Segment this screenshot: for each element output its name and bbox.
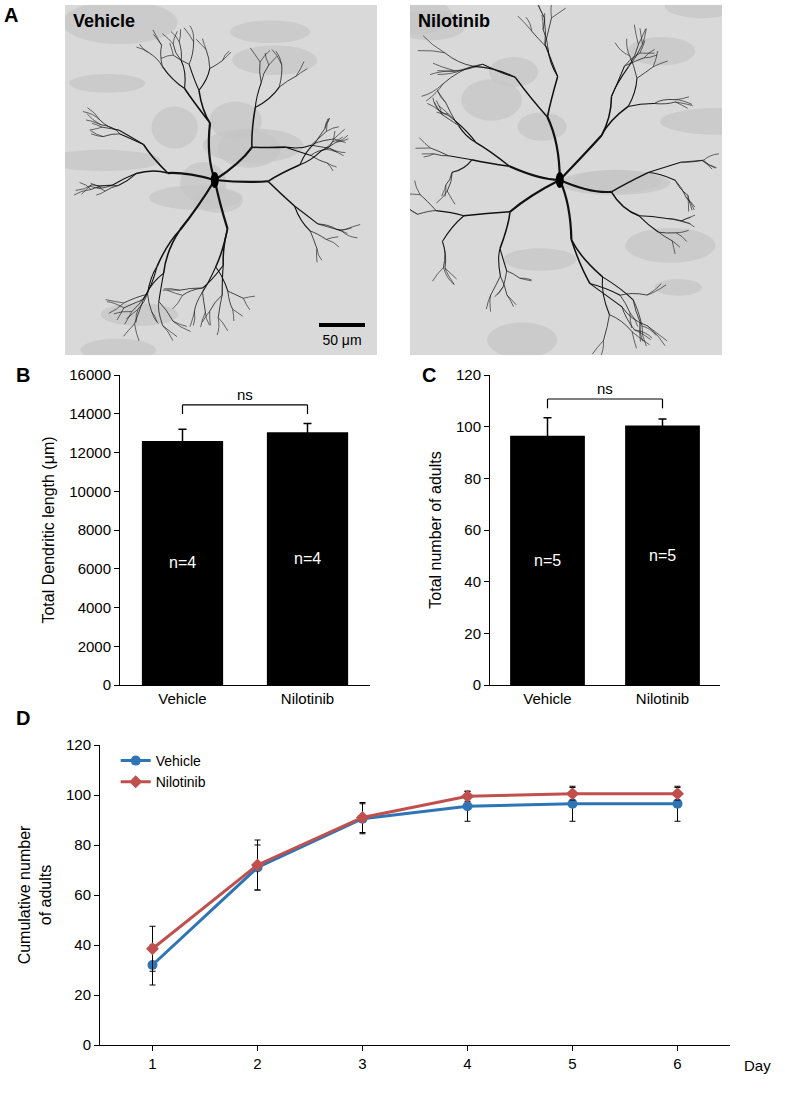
svg-text:16000: 16000 xyxy=(69,366,111,383)
svg-text:60: 60 xyxy=(464,521,481,538)
svg-text:80: 80 xyxy=(464,470,481,487)
svg-text:2: 2 xyxy=(253,1055,261,1072)
svg-text:Day: Day xyxy=(744,1057,771,1074)
svg-text:40: 40 xyxy=(464,573,481,590)
svg-text:n=5: n=5 xyxy=(534,552,561,569)
svg-text:6000: 6000 xyxy=(78,560,111,577)
svg-text:D: D xyxy=(16,707,30,729)
svg-text:4: 4 xyxy=(463,1055,471,1072)
svg-text:Vehicle: Vehicle xyxy=(158,690,206,707)
svg-text:C: C xyxy=(422,364,436,386)
svg-text:100: 100 xyxy=(66,786,91,803)
svg-text:Cumulative numberof adults: Cumulative numberof adults xyxy=(16,825,54,964)
svg-text:6: 6 xyxy=(673,1055,681,1072)
svg-text:20: 20 xyxy=(464,625,481,642)
svg-text:120: 120 xyxy=(66,736,91,753)
svg-text:Vehicle: Vehicle xyxy=(523,690,571,707)
svg-text:Nilotinib: Nilotinib xyxy=(636,690,689,707)
svg-text:ns: ns xyxy=(597,380,613,397)
svg-text:0: 0 xyxy=(473,676,481,693)
svg-text:50 μm: 50 μm xyxy=(322,332,361,348)
svg-text:0: 0 xyxy=(103,676,111,693)
svg-text:40: 40 xyxy=(74,936,91,953)
svg-text:Total Dendritic length (μm): Total Dendritic length (μm) xyxy=(40,436,57,623)
svg-text:n=4: n=4 xyxy=(169,554,196,571)
svg-text:10000: 10000 xyxy=(69,483,111,500)
svg-text:ns: ns xyxy=(237,386,253,403)
svg-text:2000: 2000 xyxy=(78,638,111,655)
svg-text:12000: 12000 xyxy=(69,444,111,461)
svg-text:100: 100 xyxy=(456,418,481,435)
svg-text:Total number of adults: Total number of adults xyxy=(427,451,444,608)
svg-text:14000: 14000 xyxy=(69,405,111,422)
svg-text:0: 0 xyxy=(83,1036,91,1053)
svg-text:60: 60 xyxy=(74,886,91,903)
svg-text:n=4: n=4 xyxy=(294,550,321,567)
svg-text:4000: 4000 xyxy=(78,599,111,616)
svg-text:1: 1 xyxy=(148,1055,156,1072)
svg-text:8000: 8000 xyxy=(78,521,111,538)
svg-text:Vehicle: Vehicle xyxy=(73,11,135,31)
svg-text:n=5: n=5 xyxy=(649,547,676,564)
svg-text:Nilotinib: Nilotinib xyxy=(281,690,334,707)
svg-text:B: B xyxy=(16,364,30,386)
svg-text:3: 3 xyxy=(358,1055,366,1072)
svg-text:Vehicle: Vehicle xyxy=(156,753,201,769)
svg-text:Nilotinib: Nilotinib xyxy=(418,11,490,31)
svg-text:5: 5 xyxy=(568,1055,576,1072)
svg-text:A: A xyxy=(4,4,18,26)
svg-text:120: 120 xyxy=(456,366,481,383)
svg-text:20: 20 xyxy=(74,986,91,1003)
svg-text:Nilotinib: Nilotinib xyxy=(156,774,206,790)
svg-text:80: 80 xyxy=(74,836,91,853)
